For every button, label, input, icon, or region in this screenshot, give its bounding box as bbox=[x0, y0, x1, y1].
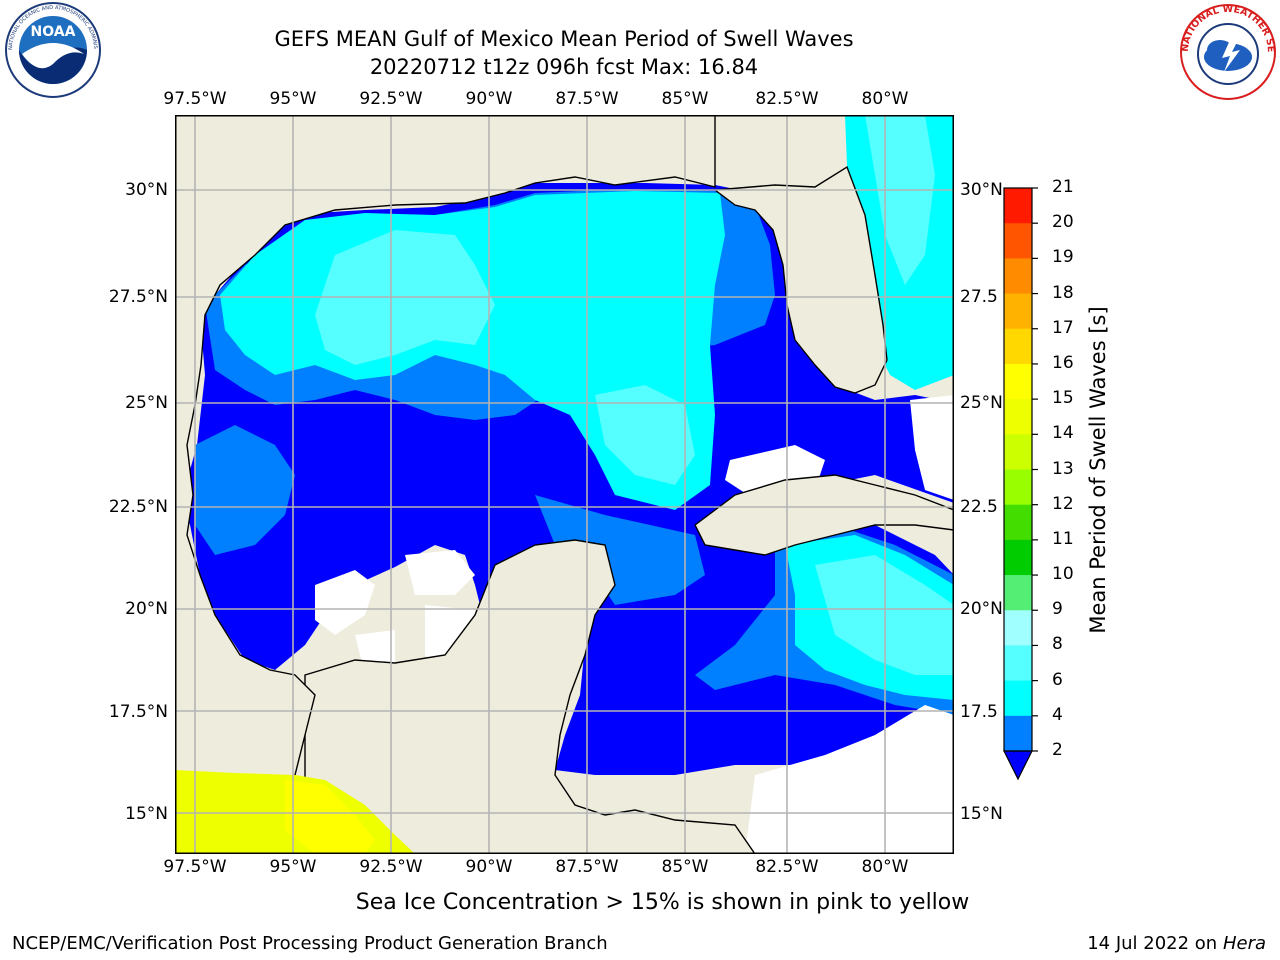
lat-label-right: 15°N bbox=[960, 804, 1003, 824]
lat-label-left: 15°N bbox=[125, 804, 168, 824]
footer-credit: NCEP/EMC/Verification Post Processing Pr… bbox=[12, 933, 608, 954]
lon-label-bottom: 85°W bbox=[661, 857, 709, 877]
lon-label-bottom: 87.5°W bbox=[555, 857, 619, 877]
lon-label-top: 92.5°W bbox=[359, 89, 423, 109]
lon-label-bottom: 92.5°W bbox=[359, 857, 423, 877]
noaa-logo-text: NOAA bbox=[31, 24, 76, 40]
graticule bbox=[175, 115, 954, 854]
colorbar-tick-label: 9 bbox=[1052, 599, 1063, 620]
colorbar-swatch bbox=[1004, 223, 1032, 259]
lat-label-right: 22.5 bbox=[960, 497, 998, 517]
map-panel bbox=[175, 115, 954, 854]
lat-label-left: 20°N bbox=[125, 599, 168, 619]
nws-logo: NATIONAL WEATHER SERVICE bbox=[1174, 0, 1278, 102]
lon-label-bottom: 90°W bbox=[465, 857, 513, 877]
colorbar-swatch bbox=[1004, 715, 1032, 752]
yucatan-land bbox=[304, 539, 756, 854]
atlantic-water-inner bbox=[865, 115, 935, 285]
lon-label-top: 87.5°W bbox=[555, 89, 619, 109]
lat-label-right: 30°N bbox=[960, 180, 1003, 200]
lon-label-bottom: 82.5°W bbox=[755, 857, 819, 877]
colorbar-label: Mean Period of Swell Waves [s] bbox=[1086, 306, 1110, 634]
map-frame bbox=[175, 115, 954, 854]
sea-ice-caption: Sea Ice Concentration > 15% is shown in … bbox=[355, 890, 970, 915]
colorbar-swatch bbox=[1004, 539, 1032, 576]
no-data-south bbox=[745, 705, 954, 854]
lat-label-left: 25°N bbox=[125, 393, 168, 413]
colorbar-extend-min bbox=[1003, 750, 1033, 781]
colorbar-tick-label: 21 bbox=[1052, 177, 1074, 197]
lat-label-right: 27.5 bbox=[960, 287, 998, 307]
footer-date-text: 14 Jul 2022 on bbox=[1087, 933, 1223, 954]
chart-subtitle: 20220712 t12z 096h fcst Max: 16.84 bbox=[369, 55, 759, 79]
no-data-florida-straits bbox=[725, 395, 954, 500]
lat-label-right: 17.5 bbox=[960, 702, 998, 722]
florida-land bbox=[713, 165, 888, 394]
colorbar-swatch bbox=[1004, 328, 1032, 365]
colorbar-tick-label: 2 bbox=[1052, 740, 1063, 760]
colorbar-swatch bbox=[1004, 399, 1032, 435]
sea-ice-region-core bbox=[285, 780, 375, 854]
colorbar-swatch bbox=[1004, 575, 1032, 611]
colorbar-swatch bbox=[1004, 188, 1032, 224]
colorbar-swatch bbox=[1004, 363, 1032, 400]
colorbar-tick-label: 14 bbox=[1052, 423, 1074, 444]
lat-label-left: 27.5°N bbox=[108, 287, 168, 307]
cuba-land bbox=[694, 474, 954, 556]
lat-label-right: 20°N bbox=[960, 599, 1003, 619]
lat-label-right: 25°N bbox=[960, 393, 1003, 413]
colorbar-swatch bbox=[1004, 680, 1032, 717]
lon-label-top: 85°W bbox=[661, 89, 709, 109]
period-6-8-zone-center bbox=[595, 385, 695, 485]
colorbar-swatch bbox=[1004, 434, 1032, 470]
lat-label-left: 22.5°N bbox=[108, 497, 168, 517]
colorbar-tick-label: 6 bbox=[1052, 669, 1063, 690]
lon-label-top: 95°W bbox=[269, 89, 317, 109]
colorbar-tick-label: 19 bbox=[1052, 247, 1074, 268]
lon-label-top: 90°W bbox=[465, 89, 513, 109]
noaa-logo: NOAA NATIONAL OCEANIC AND ATMOSPHERIC AD… bbox=[0, 0, 106, 102]
colorbar-tick-label: 13 bbox=[1052, 458, 1074, 479]
colorbar-graphic bbox=[1003, 187, 1038, 781]
colorbar-tick-label: 15 bbox=[1052, 388, 1074, 409]
colorbar-tick-label: 17 bbox=[1052, 317, 1074, 338]
colorbar-tick-label: 4 bbox=[1052, 704, 1063, 725]
lon-label-bottom: 95°W bbox=[269, 857, 317, 877]
lat-label-left: 30°N bbox=[125, 180, 168, 200]
colorbar-swatch bbox=[1004, 293, 1032, 330]
colorbar-tick-label: 16 bbox=[1052, 352, 1074, 373]
period-2-4-band-south bbox=[195, 425, 295, 555]
lon-label-bottom: 80°W bbox=[861, 857, 909, 877]
no-data-bay-campeche bbox=[315, 550, 480, 675]
lon-label-top: 97.5°W bbox=[163, 89, 227, 109]
colorbar bbox=[1000, 186, 1040, 786]
colorbar-swatch bbox=[1004, 258, 1032, 295]
colorbar-tick-label: 12 bbox=[1052, 493, 1074, 514]
lon-label-bottom: 97.5°W bbox=[163, 857, 227, 877]
colorbar-swatch bbox=[1004, 645, 1032, 682]
colorbar-swatch bbox=[1004, 469, 1032, 506]
colorbar-tick-label: 10 bbox=[1052, 564, 1074, 585]
lat-label-left: 17.5°N bbox=[108, 702, 168, 722]
colorbar-tick-label: 8 bbox=[1052, 634, 1063, 655]
colorbar-tick-label: 11 bbox=[1052, 528, 1074, 549]
colorbar-swatch bbox=[1004, 504, 1032, 541]
colorbar-tick-label: 20 bbox=[1052, 212, 1074, 233]
period-2-4-band-yucatan bbox=[535, 495, 705, 605]
footer-date: 14 Jul 2022 on Hera bbox=[1087, 933, 1266, 954]
lon-label-top: 82.5°W bbox=[755, 89, 819, 109]
map-canvas bbox=[175, 115, 954, 854]
footer-host: Hera bbox=[1222, 933, 1266, 954]
colorbar-swatch bbox=[1004, 610, 1032, 646]
colorbar-tick-label: 18 bbox=[1052, 282, 1074, 303]
chart-title: GEFS MEAN Gulf of Mexico Mean Period of … bbox=[274, 27, 854, 51]
lon-label-top: 80°W bbox=[861, 89, 909, 109]
